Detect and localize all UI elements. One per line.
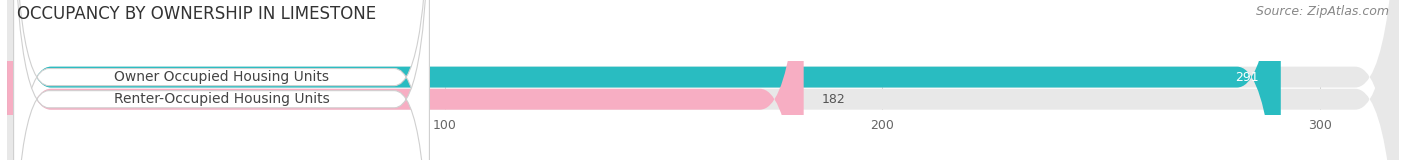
FancyBboxPatch shape bbox=[7, 0, 1281, 160]
FancyBboxPatch shape bbox=[7, 0, 1399, 160]
FancyBboxPatch shape bbox=[7, 0, 1399, 160]
Text: Source: ZipAtlas.com: Source: ZipAtlas.com bbox=[1256, 5, 1389, 18]
Text: OCCUPANCY BY OWNERSHIP IN LIMESTONE: OCCUPANCY BY OWNERSHIP IN LIMESTONE bbox=[17, 5, 375, 23]
Text: 291: 291 bbox=[1236, 71, 1258, 84]
Text: Owner Occupied Housing Units: Owner Occupied Housing Units bbox=[114, 70, 329, 84]
FancyBboxPatch shape bbox=[14, 0, 429, 160]
Text: Renter-Occupied Housing Units: Renter-Occupied Housing Units bbox=[114, 92, 329, 106]
FancyBboxPatch shape bbox=[7, 0, 804, 160]
Text: 182: 182 bbox=[821, 93, 845, 106]
FancyBboxPatch shape bbox=[14, 0, 429, 160]
